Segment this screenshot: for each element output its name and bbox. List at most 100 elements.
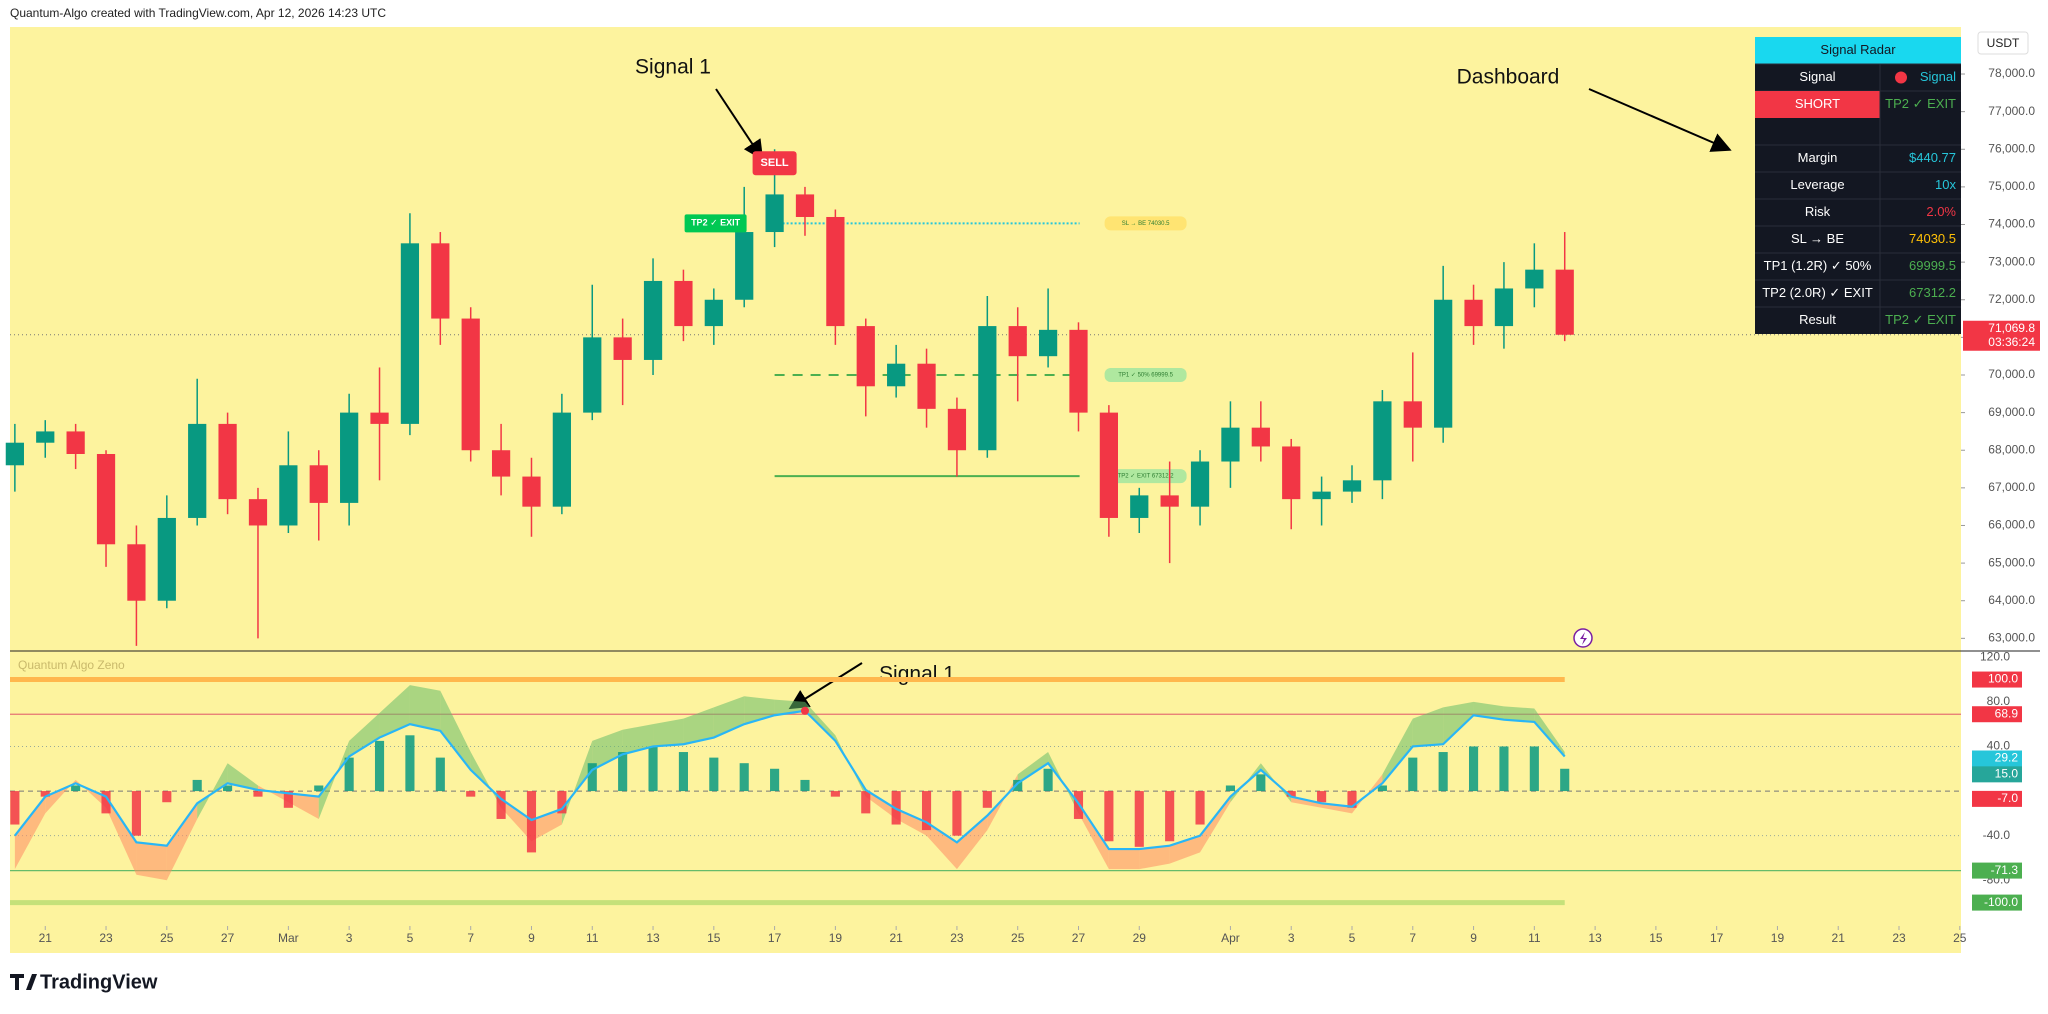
histogram-bar [1499, 746, 1509, 792]
y-tick-label: 70,000.0 [1988, 367, 2035, 381]
candle-body [248, 499, 268, 526]
candle-body [1160, 495, 1179, 507]
annotation: Signal 1 [635, 56, 711, 79]
candle-body [66, 431, 85, 454]
x-tick-label: 5 [407, 931, 414, 945]
annotation-arrow [1588, 88, 1732, 152]
cloud-segment [318, 740, 350, 819]
cloud-segment [1139, 845, 1170, 870]
logo-icon [10, 974, 37, 990]
candle-body [1282, 446, 1301, 500]
row-value: 74030.5 [1909, 231, 1956, 246]
cloud-segment [440, 690, 471, 770]
histogram-bar [1256, 774, 1266, 792]
exit-label-box [684, 214, 747, 233]
histogram-bar [1560, 768, 1570, 792]
candle-body [947, 408, 967, 451]
histogram-bar [1165, 791, 1175, 842]
candle-body [1312, 491, 1331, 500]
histogram-bar [557, 791, 567, 814]
histogram-bar [526, 791, 537, 853]
histogram-bar [344, 757, 354, 792]
y-tick-label: 68,000.0 [1988, 442, 2035, 456]
x-tick-label: 25 [160, 931, 174, 945]
y-tick-label: -40.0 [1983, 828, 2011, 842]
cloud-segment [1169, 835, 1201, 864]
x-tick-label: 27 [1072, 931, 1086, 945]
cloud-segment [14, 796, 46, 870]
level-badge [1972, 790, 2022, 807]
candle-body [1403, 401, 1422, 428]
trade-label: TP1 ✓ 50% 69999.5 [1118, 373, 1173, 379]
level-badge [1972, 671, 2022, 688]
histogram-bar [1438, 752, 1448, 792]
x-tick-label: Mar [278, 931, 299, 945]
candle-body [1221, 427, 1240, 462]
cloud-segment [956, 815, 988, 870]
histogram-bar [1317, 791, 1327, 803]
histogram-bar [283, 791, 293, 808]
candle-body [279, 465, 298, 526]
histogram-bar [253, 791, 263, 797]
annotation: Dashboard [1457, 66, 1560, 89]
histogram-bar [952, 791, 962, 836]
cloud-segment [379, 685, 410, 738]
histogram-bar [101, 791, 111, 814]
candle-body [188, 423, 207, 518]
row-value: 69999.5 [1909, 258, 1956, 273]
candle-body [1038, 329, 1058, 357]
candle-body [735, 232, 754, 300]
histogram-bar [435, 757, 445, 792]
candle-body [643, 280, 663, 360]
candle-body [218, 423, 237, 500]
histogram-bar [192, 779, 202, 792]
x-tick-label: 25 [1953, 931, 1967, 945]
histogram-bar [1347, 791, 1357, 808]
level-label: 68.9 [1995, 706, 2019, 720]
histogram-bar [678, 752, 688, 792]
y-tick-label: 69,000.0 [1988, 405, 2035, 419]
candle-body [704, 299, 723, 327]
y-tick-label: 120.0 [1980, 649, 2010, 663]
histogram-bar [1408, 757, 1418, 792]
cloud-segment [257, 785, 289, 803]
candle-body [1190, 461, 1210, 507]
x-tick-label: Apr [1221, 931, 1240, 945]
signal-dot [800, 706, 809, 715]
y-tick-label: 75,000.0 [1988, 179, 2035, 193]
candle-body [36, 431, 55, 443]
histogram-bar [1104, 791, 1114, 842]
candle-body [1434, 299, 1453, 428]
sell-label: SELL [761, 157, 789, 169]
cloud-segment [1078, 803, 1109, 870]
histogram-bar [1013, 779, 1023, 792]
candle-body [613, 337, 632, 360]
level-badge [1972, 766, 2022, 783]
candle-body [309, 465, 328, 503]
cloud-segment [1443, 701, 1474, 745]
histogram-bar [830, 791, 840, 797]
candle-body [1342, 480, 1362, 492]
cloud-segment [470, 752, 502, 808]
dashboard-title-bg [1755, 37, 1961, 64]
x-tick-label: 23 [950, 931, 964, 945]
histogram-bar [10, 791, 20, 825]
candle-body [370, 412, 389, 424]
row-value: $440.77 [1909, 150, 1956, 165]
x-tick-label: 3 [1288, 931, 1295, 945]
histogram-bar [739, 763, 749, 792]
histogram-bar [1377, 785, 1387, 792]
histogram-bar [1225, 785, 1235, 792]
candle-body [765, 194, 784, 233]
y-tick-label: 72,000.0 [1988, 292, 2035, 306]
histogram-bar [861, 791, 871, 814]
x-tick-label: 11 [1528, 931, 1541, 945]
level-badge [1972, 862, 2022, 879]
countdown-label: 03:36:24 [1988, 335, 2035, 349]
cloud-segment [531, 808, 562, 842]
candle-body [1069, 329, 1088, 413]
header: Quantum-Algo created with TradingView.co… [10, 6, 386, 20]
last-price-box [1963, 320, 2040, 351]
y-tick-label: 77,000.0 [1988, 104, 2035, 118]
candle-body [826, 216, 845, 327]
